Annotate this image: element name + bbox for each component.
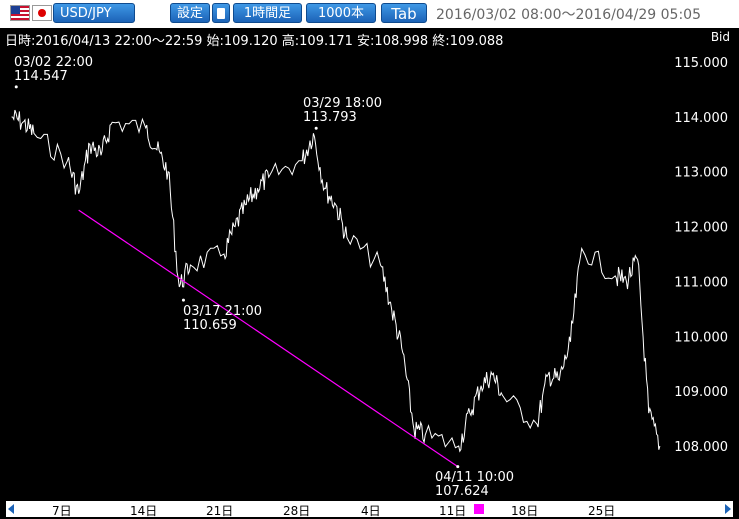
annotation-time: 03/17 21:00 xyxy=(183,304,263,319)
x-tick-label: 4日 xyxy=(361,504,381,518)
x-tick-label: 14日 xyxy=(130,504,158,518)
date-range: 2016/03/02 08:00～2016/04/29 05:05 xyxy=(436,7,701,23)
scroll-thumb[interactable] xyxy=(474,504,484,514)
annotation-price: 107.624 xyxy=(435,484,489,499)
x-tick-label: 28日 xyxy=(283,504,311,518)
calculator-icon xyxy=(217,8,225,19)
trend-line[interactable] xyxy=(78,209,459,468)
annotation-peak: 03/29 18:00 113.793 xyxy=(303,97,382,125)
annotation-price: 113.793 xyxy=(303,110,357,125)
y-tick-label: 114.000 xyxy=(674,111,728,126)
ohlc-readout: 日時:2016/04/13 22:00～22:59 始:109.120 高:10… xyxy=(5,34,504,49)
japan-flag-icon xyxy=(32,5,52,21)
y-tick-label: 110.000 xyxy=(674,330,728,345)
chart-area[interactable]: 115.000 114.000 113.000 112.000 111.000 110.0… xyxy=(0,28,739,519)
annotation-high: 03/02 22:00 114.547 xyxy=(14,56,93,84)
price-side-label: Bid xyxy=(710,30,730,44)
annotation-point xyxy=(314,126,318,130)
annotation-point xyxy=(181,298,185,302)
y-tick-label: 115.000 xyxy=(674,56,728,71)
annotation-price: 110.659 xyxy=(183,318,237,333)
annotation-point xyxy=(14,85,18,89)
toolbar: USD/JPY 設定 1時間足 1000本 Tab 2016/03/02 08:… xyxy=(0,0,739,28)
y-tick-label: 108.000 xyxy=(674,440,728,455)
annotation-time: 03/29 18:00 xyxy=(303,96,383,111)
annotation-point xyxy=(456,465,460,469)
y-tick-label: 113.000 xyxy=(674,166,728,181)
us-flag-icon xyxy=(10,5,30,21)
time-axis-scrollbar[interactable]: 7日 14日 21日 28日 4日 11日 18日 25日 xyxy=(6,501,733,518)
currency-pair-select[interactable]: USD/JPY xyxy=(53,3,135,23)
scroll-right-icon[interactable] xyxy=(725,504,731,514)
timeframe-button[interactable]: 1時間足 xyxy=(233,3,302,23)
x-tick-label: 18日 xyxy=(511,504,539,518)
settings-button[interactable]: 設定 xyxy=(170,3,210,23)
calculator-button[interactable] xyxy=(212,3,230,23)
x-tick-label: 7日 xyxy=(52,504,72,518)
annotation-low: 04/11 10:00 107.624 xyxy=(435,471,514,499)
y-tick-label: 112.000 xyxy=(674,221,728,236)
annotation-time: 04/11 10:00 xyxy=(435,470,515,485)
x-tick-label: 11日 xyxy=(439,504,467,518)
bar-count-button[interactable]: 1000本 xyxy=(306,3,376,23)
tab-button[interactable]: Tab xyxy=(381,3,427,23)
annotation-price: 114.547 xyxy=(14,69,68,84)
x-tick-label: 25日 xyxy=(588,504,616,518)
x-tick-label: 21日 xyxy=(206,504,234,518)
scroll-left-icon[interactable] xyxy=(8,504,14,514)
y-tick-label: 109.000 xyxy=(674,385,728,400)
annotation-time: 03/02 22:00 xyxy=(14,55,94,70)
annotation-trough: 03/17 21:00 110.659 xyxy=(183,305,262,333)
price-series-line xyxy=(11,109,661,453)
price-chart[interactable]: 115.000 114.000 113.000 112.000 111.000 110.0… xyxy=(0,28,739,519)
y-tick-label: 111.000 xyxy=(674,275,728,290)
